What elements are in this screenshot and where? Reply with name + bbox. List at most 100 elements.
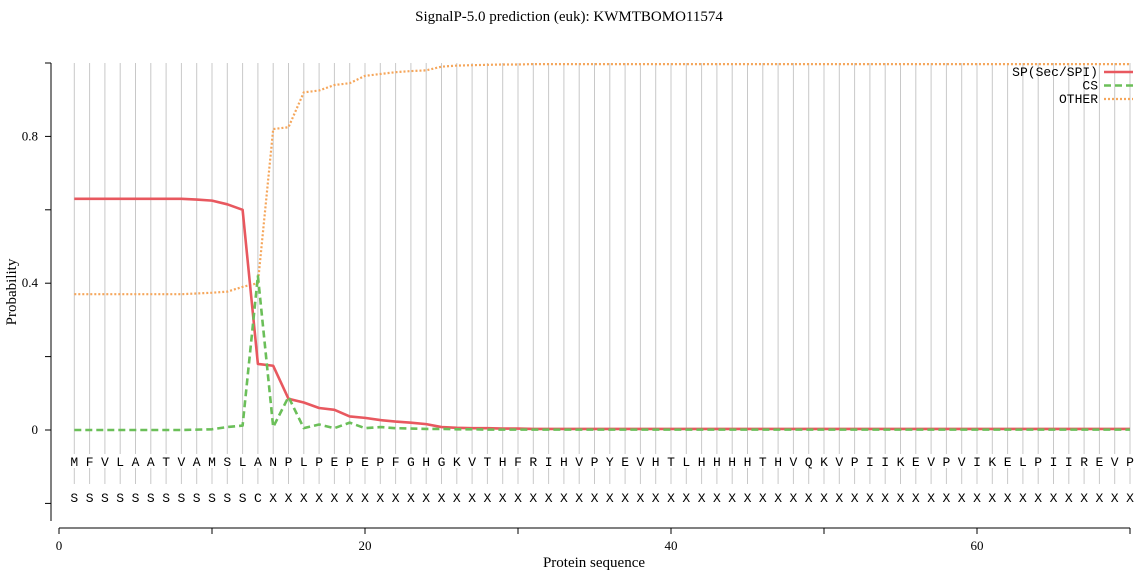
annotation-label: X	[575, 491, 583, 506]
annotation-label: X	[514, 491, 522, 506]
annotation-label: X	[713, 491, 721, 506]
sequence-residue: N	[269, 455, 277, 470]
y-tick-label: 0.8	[22, 128, 38, 143]
sequence-residue: V	[789, 455, 797, 470]
sequence-residue: H	[560, 455, 568, 470]
annotation-label: X	[621, 491, 629, 506]
annotation-label: X	[1034, 491, 1042, 506]
sequence-residue: P	[591, 455, 599, 470]
sequence-residue: H	[728, 455, 736, 470]
sequence-residue: F	[392, 455, 400, 470]
sequence-residue: P	[942, 455, 950, 470]
y-tick-label: 0	[32, 422, 39, 437]
annotation-label: X	[988, 491, 996, 506]
sequence-residue: E	[912, 455, 920, 470]
sequence-residue: P	[851, 455, 859, 470]
series-line-other	[74, 62, 1130, 296]
sequence-residue: G	[438, 455, 446, 470]
annotation-label: X	[499, 491, 507, 506]
y-axis-label: Probability	[4, 258, 20, 325]
annotation-label: X	[300, 491, 308, 506]
sequence-residue: H	[698, 455, 706, 470]
sequence-residue: E	[1004, 455, 1012, 470]
sequence-residue: H	[744, 455, 752, 470]
series-line-sp-sec-spi	[74, 197, 1130, 431]
annotation-label: X	[667, 491, 675, 506]
chart-title: SignalP-5.0 prediction (euk): KWMTBOMO11…	[415, 9, 723, 25]
sequence-residue: K	[820, 455, 828, 470]
sequence-residue: P	[285, 455, 293, 470]
annotation-label: X	[269, 491, 277, 506]
sequence-residue: I	[881, 455, 889, 470]
sequence-residue: E	[361, 455, 369, 470]
annotation-label: X	[881, 491, 889, 506]
annotation-label: S	[70, 491, 78, 506]
annotation-label: X	[774, 491, 782, 506]
annotation-label: X	[820, 491, 828, 506]
sequence-residue: M	[208, 455, 216, 470]
sequence-residue: P	[346, 455, 354, 470]
legend-label: OTHER	[1059, 92, 1098, 107]
sequence-residue: F	[514, 455, 522, 470]
sequence-residue: T	[667, 455, 675, 470]
annotation-label: X	[1004, 491, 1012, 506]
sequence-residue: V	[1111, 455, 1119, 470]
sequence-residue: P	[376, 455, 384, 470]
sequence-residue: V	[177, 455, 185, 470]
annotation-label: X	[805, 491, 813, 506]
sequence-residue: Y	[606, 455, 614, 470]
annotation-label: X	[682, 491, 690, 506]
annotation-label: S	[208, 491, 216, 506]
sequence-residue: T	[162, 455, 170, 470]
sequence-residue: F	[86, 455, 94, 470]
sequence-residue: P	[315, 455, 323, 470]
sequence-residue: A	[193, 455, 201, 470]
legend-label: CS	[1082, 79, 1098, 94]
sequence-residue: I	[545, 455, 553, 470]
annotation-label: S	[132, 491, 140, 506]
annotation-label: X	[1065, 491, 1073, 506]
sequence-residue: V	[468, 455, 476, 470]
sequence-residue: T	[483, 455, 491, 470]
annotation-label: X	[407, 491, 415, 506]
sequence-residue: K	[453, 455, 461, 470]
sequence-residue: T	[759, 455, 767, 470]
x-tick-label: 40	[665, 538, 678, 553]
sequence-residue: I	[1065, 455, 1073, 470]
annotation-label: X	[636, 491, 644, 506]
annotation-label: X	[438, 491, 446, 506]
annotation-label: S	[223, 491, 231, 506]
sequence-residue: R	[1080, 455, 1088, 470]
annotation-label: X	[529, 491, 537, 506]
legend-label: SP(Sec/SPI)	[1012, 65, 1098, 80]
annotation-label: C	[254, 491, 262, 506]
annotation-label: X	[453, 491, 461, 506]
sequence-residue: I	[973, 455, 981, 470]
annotation-label: X	[1095, 491, 1103, 506]
annotation-label: S	[177, 491, 185, 506]
annotation-label: X	[285, 491, 293, 506]
x-tick-label: 0	[56, 538, 63, 553]
series-lines	[74, 62, 1130, 432]
x-axis-label: Protein sequence	[543, 555, 645, 571]
annotation-label: S	[162, 491, 170, 506]
annotation-label: X	[1111, 491, 1119, 506]
sequence-residue: E	[621, 455, 629, 470]
annotation-label: X	[835, 491, 843, 506]
annotation-label: X	[422, 491, 430, 506]
sequence-residue: V	[927, 455, 935, 470]
sequence-residue: H	[774, 455, 782, 470]
annotation-label: X	[652, 491, 660, 506]
sequence-residue: A	[132, 455, 140, 470]
sequence-residue: S	[223, 455, 231, 470]
annotation-label: X	[315, 491, 323, 506]
annotation-label: X	[728, 491, 736, 506]
annotation-label: S	[239, 491, 247, 506]
annotation-label: X	[545, 491, 553, 506]
annotation-label: X	[851, 491, 859, 506]
annotation-label: X	[866, 491, 874, 506]
sequence-residue: Q	[805, 455, 813, 470]
